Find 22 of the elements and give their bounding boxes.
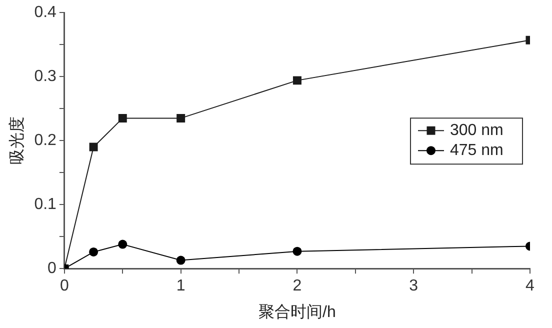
legend-label: 300 nm: [450, 122, 504, 140]
x-tick-label: 2: [292, 278, 302, 295]
y-tick-label: 0.1: [34, 196, 57, 214]
y-tick-label: 0.4: [34, 4, 57, 22]
point: [89, 247, 98, 256]
point: [89, 142, 98, 152]
x-tick-label: 0: [60, 278, 69, 295]
point: [176, 114, 186, 122]
x-axis-title: 聚合时间/h: [258, 302, 336, 321]
point: [176, 256, 186, 265]
y-axis-title: 吸光度: [8, 116, 26, 165]
x-tick-label: 4: [526, 278, 535, 295]
y-tick-label: 0: [48, 260, 57, 278]
point: [118, 114, 127, 122]
point: [292, 76, 302, 85]
point: [292, 246, 302, 256]
y-tick-label: 0.2: [34, 132, 57, 150]
legend-label: 475 nm: [450, 142, 504, 160]
x-tick-label: 3: [409, 278, 418, 295]
point: [118, 240, 128, 249]
y-tick-label: 0.3: [34, 68, 57, 86]
x-tick-label: 1: [176, 278, 186, 295]
